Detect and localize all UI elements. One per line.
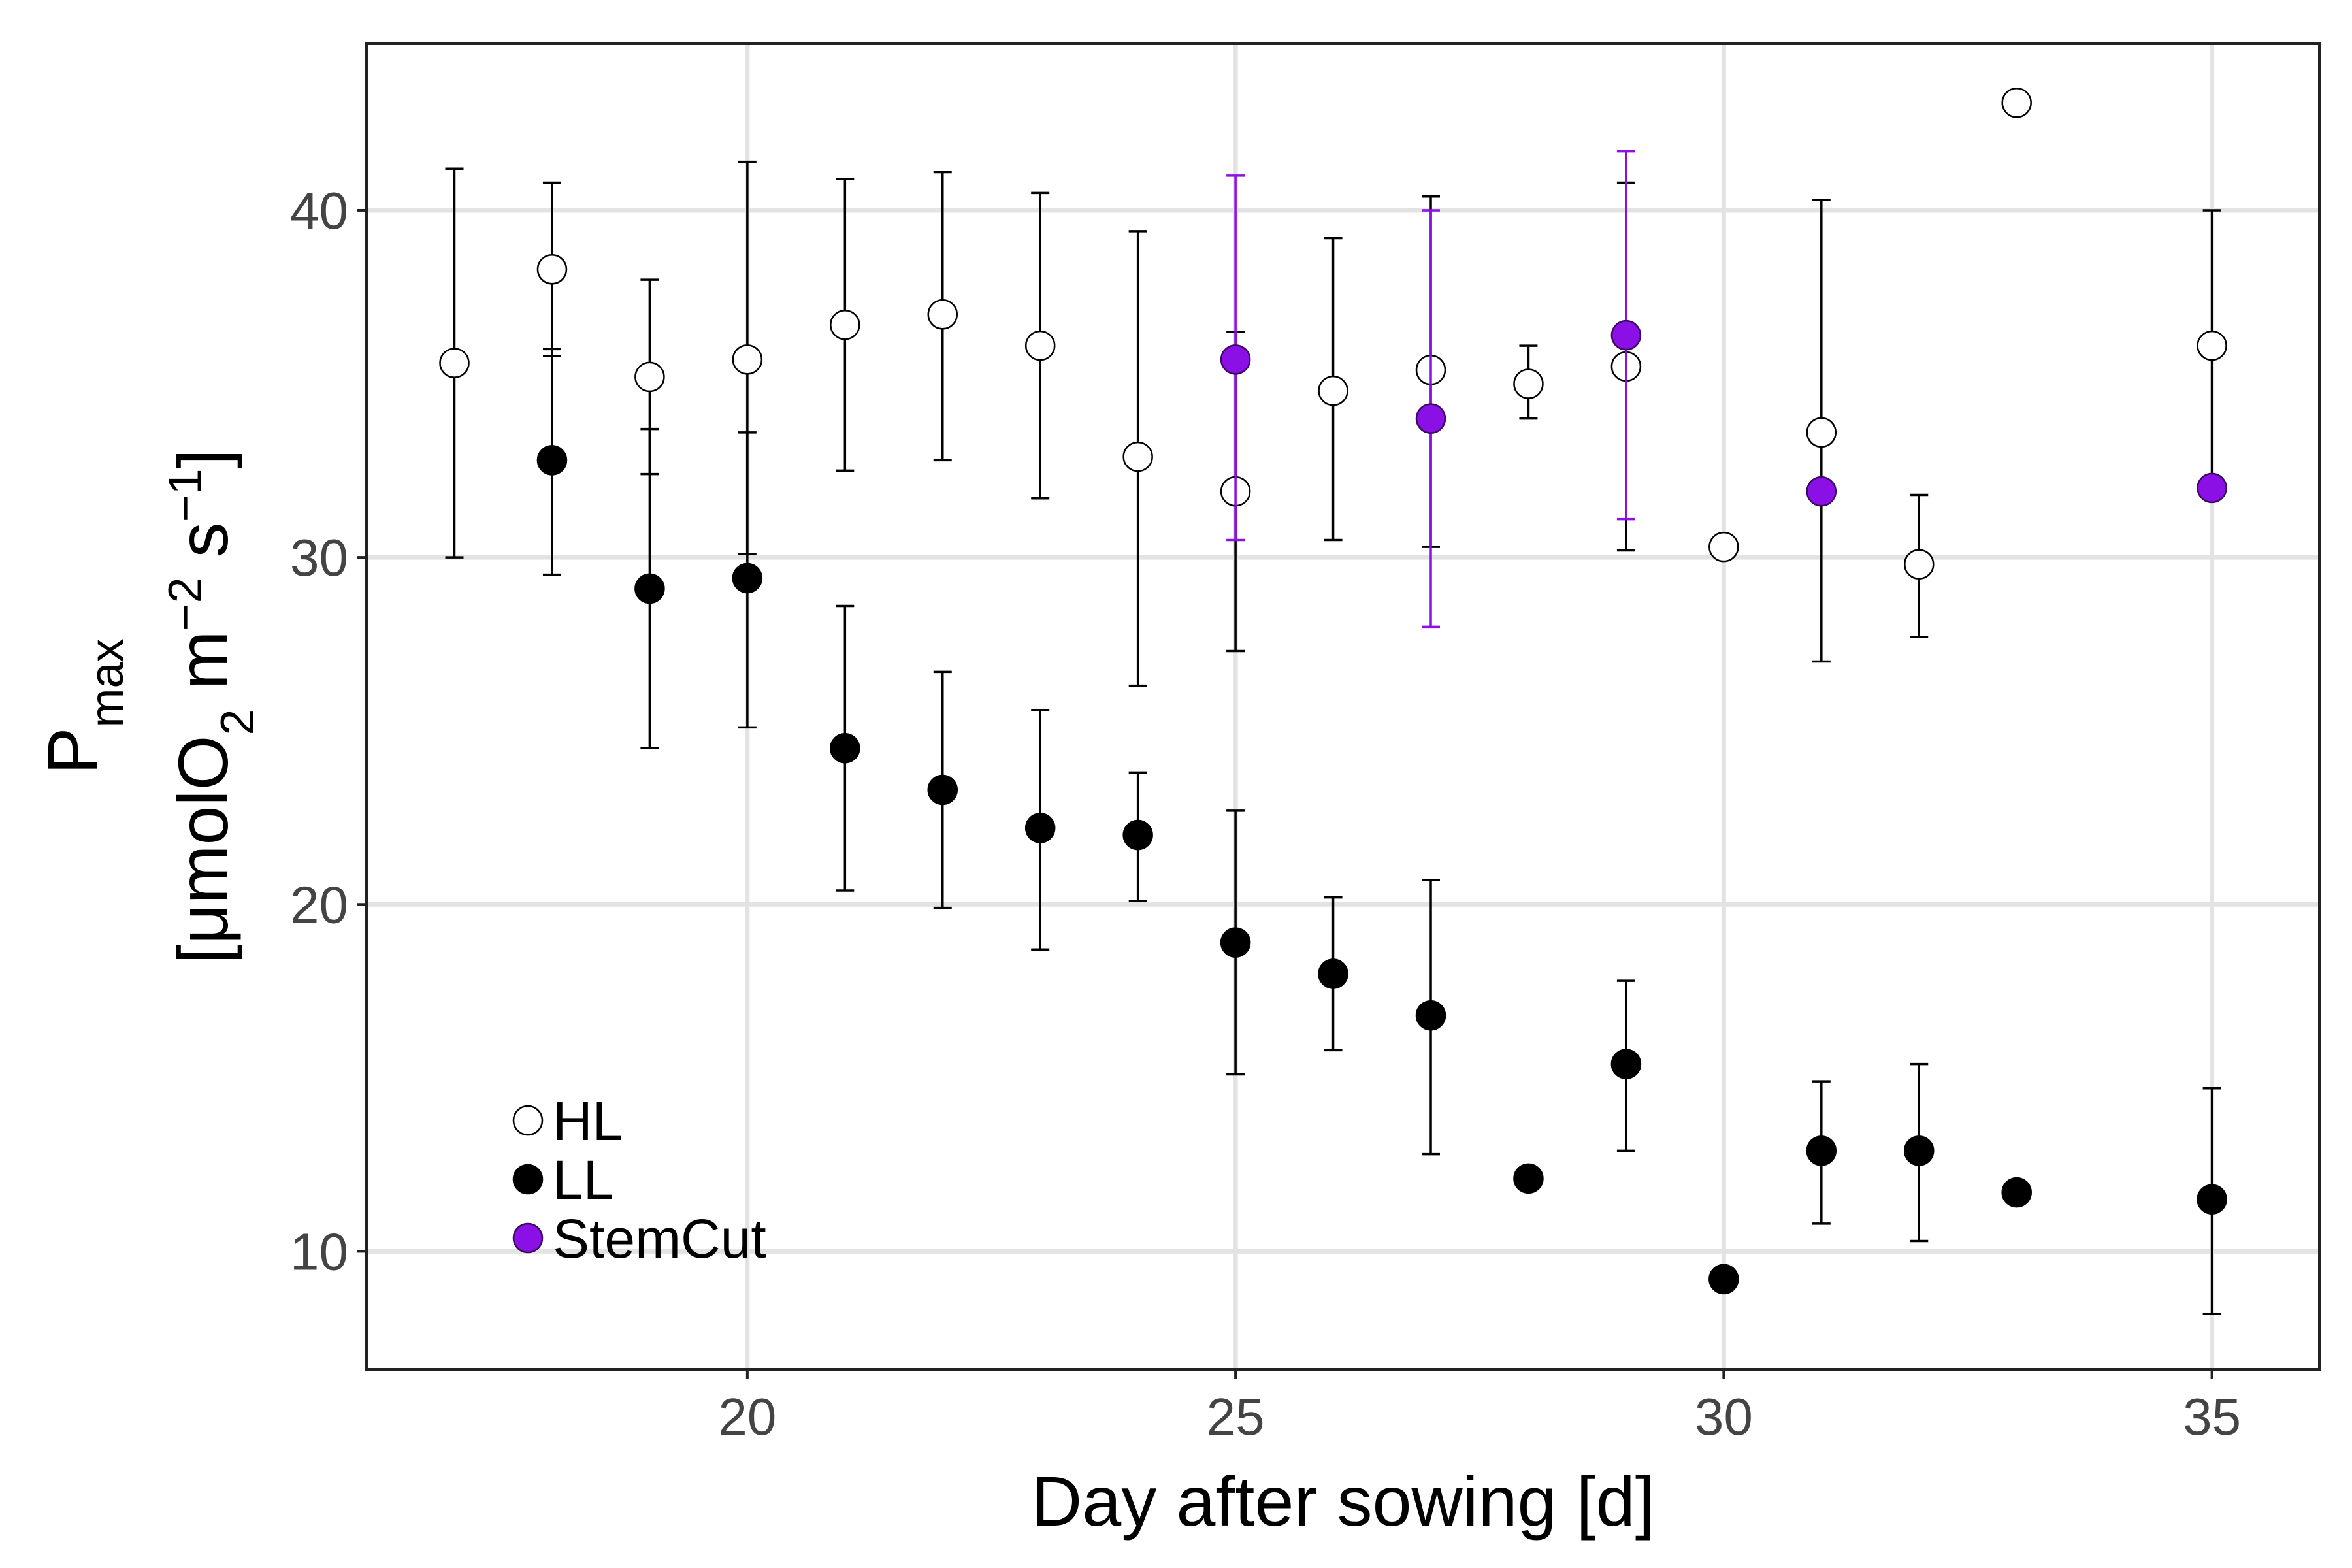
point-hl — [1122, 441, 1153, 472]
point-hl — [927, 299, 958, 330]
legend-key-ll — [512, 1164, 544, 1195]
legend-label-stemcut: StemCut — [553, 1208, 766, 1269]
x-tick-label: 30 — [1695, 1388, 1753, 1446]
point-ll — [634, 573, 665, 604]
y-axis-unit-prefix: [μmolO — [163, 735, 242, 964]
y-tick-label: 40 — [290, 182, 348, 240]
x-axis-title: Day after sowing [d] — [1031, 1462, 1654, 1541]
point-ll — [1610, 1049, 1642, 1079]
point-stemcut — [1806, 476, 1837, 507]
point-ll — [1904, 1135, 1935, 1166]
point-ll — [2001, 1177, 2032, 1208]
point-stemcut — [1415, 403, 1446, 434]
point-stemcut — [2197, 472, 2227, 504]
point-ll — [927, 774, 958, 806]
y-axis-unit-superscript-1: −2 — [159, 577, 212, 630]
point-hl — [2001, 88, 2032, 118]
point-ll — [1415, 1000, 1446, 1031]
point-ll — [536, 445, 568, 476]
series-stemcut — [1220, 150, 2227, 629]
y-tick-label: 20 — [290, 875, 348, 934]
point-hl — [1513, 368, 1544, 399]
point-hl — [1708, 531, 1739, 563]
point-hl — [439, 348, 470, 378]
point-ll — [732, 563, 763, 594]
point-ll — [1122, 819, 1153, 851]
legend-key-stemcut — [512, 1222, 544, 1254]
y-axis-title-symbol: P — [33, 727, 112, 774]
y-axis-title-subscript: max — [81, 638, 133, 727]
y-axis-unit-s: s — [163, 522, 242, 577]
point-ll — [1220, 927, 1251, 958]
y-axis-unit-m: m — [163, 630, 242, 709]
point-hl — [2197, 330, 2227, 361]
x-tick-label: 20 — [718, 1388, 776, 1446]
point-ll — [1024, 813, 1056, 843]
plot-panel-border — [365, 42, 2321, 1371]
point-ll — [1318, 958, 1348, 989]
point-ll — [1806, 1135, 1837, 1166]
series-ll — [536, 348, 2227, 1315]
legend-label-ll: LL — [553, 1149, 613, 1211]
point-ll — [830, 732, 860, 764]
point-ll — [2197, 1184, 2227, 1215]
y-tick-label: 30 — [290, 529, 348, 587]
data-marks — [439, 88, 2227, 1315]
y-axis-title-line1: Pmax — [33, 638, 133, 774]
point-hl — [732, 344, 763, 375]
point-ll — [1708, 1264, 1739, 1295]
y-axis-title: Pmax [μmolO2 m−2 s−1] — [33, 449, 264, 964]
point-hl — [1318, 375, 1348, 406]
x-tick-label: 25 — [1207, 1388, 1265, 1446]
point-hl — [1024, 330, 1056, 361]
point-stemcut — [1610, 319, 1642, 351]
legend-label-hl: HL — [553, 1090, 623, 1152]
point-stemcut — [1220, 344, 1251, 375]
axis-ticks: 20 25 30 35 10 20 30 40 — [290, 182, 2241, 1446]
legend-key-hl — [512, 1105, 544, 1136]
y-axis-unit-subscript: 2 — [212, 709, 264, 735]
y-tick-label: 10 — [290, 1222, 348, 1281]
point-hl — [634, 361, 665, 393]
y-axis-unit-superscript-2: −1 — [159, 468, 212, 522]
point-ll — [1513, 1163, 1544, 1194]
point-hl — [830, 309, 860, 340]
point-hl — [536, 253, 568, 285]
y-axis-unit-suffix: ] — [163, 449, 242, 468]
x-tick-label: 35 — [2183, 1388, 2241, 1446]
point-hl — [1806, 417, 1837, 448]
y-axis-title-line2: [μmolO2 m−2 s−1] — [159, 449, 264, 964]
point-hl — [1904, 549, 1935, 580]
